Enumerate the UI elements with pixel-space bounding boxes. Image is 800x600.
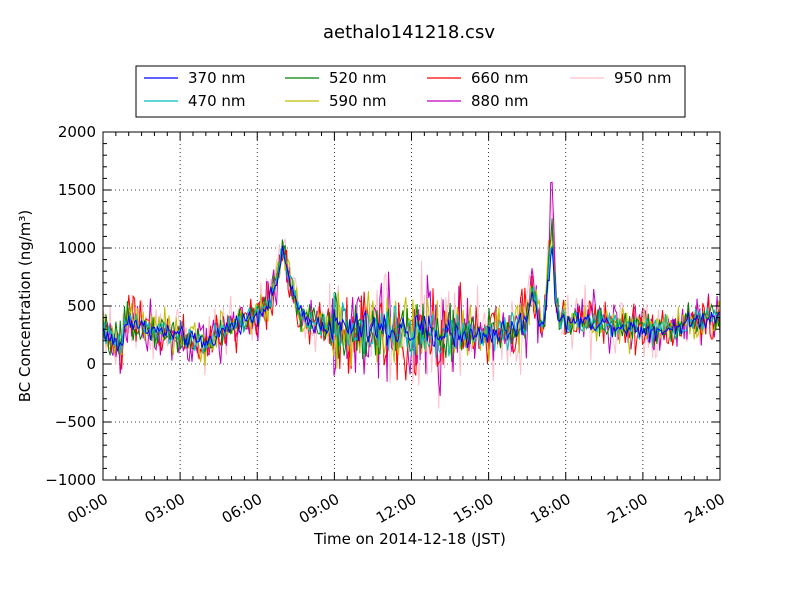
y-tick-label: 500	[67, 297, 96, 315]
legend-label: 520 nm	[329, 69, 387, 87]
x-tick-label: 09:00	[296, 490, 342, 527]
x-tick-label: 18:00	[527, 490, 573, 527]
legend-box	[135, 65, 686, 118]
chart-title: aethalo141218.csv	[323, 22, 495, 43]
x-tick-label: 24:00	[682, 490, 728, 527]
y-tick-label: −1000	[45, 471, 96, 489]
legend-label: 950 nm	[614, 69, 672, 87]
y-tick-label: −500	[55, 413, 96, 431]
x-tick-label: 15:00	[450, 490, 496, 527]
y-tick-label: 1000	[58, 239, 96, 257]
y-tick-label: 0	[86, 355, 96, 373]
legend-label: 880 nm	[471, 92, 529, 110]
legend-label: 470 nm	[188, 92, 246, 110]
legend-label: 370 nm	[188, 69, 246, 87]
x-tick-label: 12:00	[373, 490, 419, 527]
x-tick-label: 06:00	[219, 490, 265, 527]
grid	[103, 132, 720, 480]
legend-label: 590 nm	[329, 92, 387, 110]
legend-label: 660 nm	[471, 69, 529, 87]
legend: 370 nm 470 nm 520 nm 590 nm 660 nm 880 nm 950 …	[135, 65, 686, 118]
y-tick-label: 1500	[58, 181, 96, 199]
y-tick-label: 2000	[58, 123, 96, 141]
x-tick-label: 03:00	[142, 490, 188, 527]
x-axis-label: Time on 2014-12-18 (JST)	[313, 530, 506, 548]
series-line-370-nm	[102, 245, 721, 353]
y-axis-label: BC Concentration (ng/m³)	[16, 210, 34, 403]
plot-area	[102, 181, 721, 409]
x-tick-label: 21:00	[604, 490, 650, 527]
x-tick-label: 00:00	[65, 490, 111, 527]
